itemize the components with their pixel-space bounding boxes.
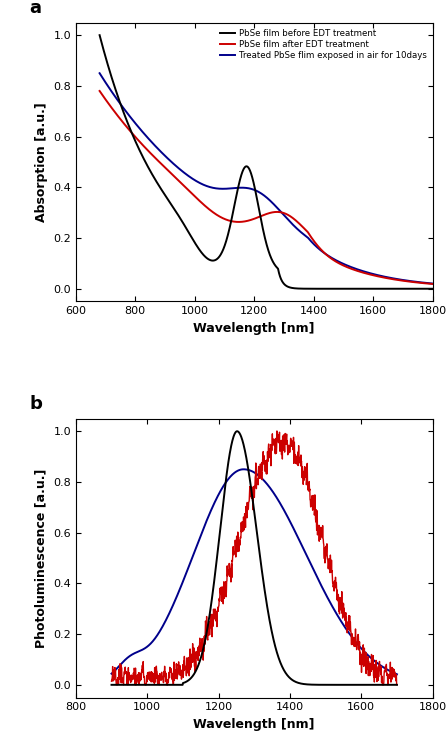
Y-axis label: Absorption [a.u.]: Absorption [a.u.] bbox=[35, 102, 48, 222]
X-axis label: Wavelength [nm]: Wavelength [nm] bbox=[194, 718, 315, 731]
Text: a: a bbox=[29, 0, 41, 17]
Text: b: b bbox=[29, 395, 42, 413]
Legend: PbSe film before EDT treatment, PbSe film after EDT treatment, Treated PbSe flim: PbSe film before EDT treatment, PbSe fil… bbox=[216, 25, 430, 63]
X-axis label: Wavelength [nm]: Wavelength [nm] bbox=[194, 322, 315, 334]
Y-axis label: Photoluminescence [a.u.]: Photoluminescence [a.u.] bbox=[35, 468, 48, 648]
